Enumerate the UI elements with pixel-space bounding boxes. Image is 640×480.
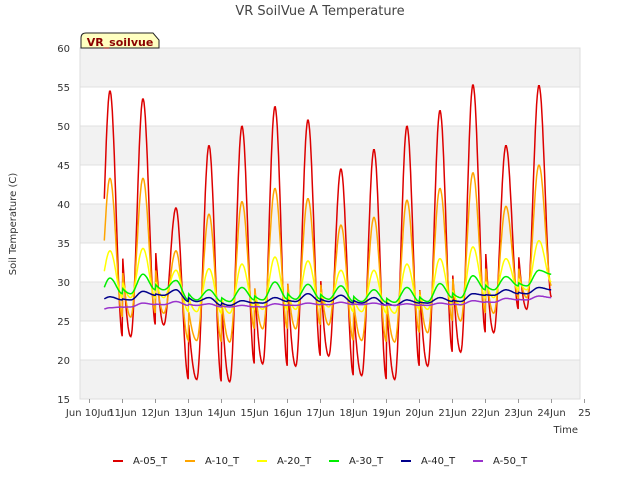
series-lines xyxy=(103,84,552,384)
grid-band xyxy=(80,48,580,87)
x-tick-label: 24Jun xyxy=(537,408,565,419)
x-tick-label: 22Jun xyxy=(471,408,499,419)
grid-band xyxy=(80,165,580,204)
grid-band xyxy=(80,87,580,126)
x-tick-label: 25 xyxy=(578,408,591,419)
y-axis-ticks: 15 20 25 30 35 40 45 50 55 60 xyxy=(57,44,70,406)
y-tick-label: 55 xyxy=(57,83,70,94)
plot-frame xyxy=(79,47,581,400)
legend-label: A-10_T xyxy=(205,456,240,467)
site-badge: VR_soilvue xyxy=(80,32,160,49)
legend-item: A-05_T xyxy=(113,456,168,467)
series-line-a-30-t xyxy=(103,269,552,304)
x-tick-label: 13Jun xyxy=(174,408,202,419)
y-tick-label: 30 xyxy=(57,278,70,289)
grid-band xyxy=(80,360,580,399)
x-axis-label: Time xyxy=(553,425,578,436)
x-tick-label: 19Jun xyxy=(372,408,400,419)
x-tick-label: 18Jun xyxy=(339,408,367,419)
y-tick-label: 15 xyxy=(57,395,70,406)
site-badge-label: VR_soilvue xyxy=(87,36,154,49)
x-tick-label: 21Jun xyxy=(438,408,466,419)
y-tick-label: 45 xyxy=(57,161,70,172)
series-line-a-50-t xyxy=(104,295,552,310)
series-line-a-05-t xyxy=(103,84,552,384)
y-axis-label: Soil Temperature (C) xyxy=(8,173,19,276)
series-line-a-40-t xyxy=(103,286,552,307)
legend-label: A-40_T xyxy=(421,456,456,467)
legend-item: A-30_T xyxy=(329,456,384,467)
legend-item: A-10_T xyxy=(185,456,240,467)
y-tick-label: 40 xyxy=(57,200,70,211)
x-tick-label: 15Jun xyxy=(240,408,268,419)
x-tick-label: 11Jun xyxy=(108,408,136,419)
grid-band xyxy=(80,243,580,282)
x-tick-label: 20Jun xyxy=(405,408,433,419)
grid-band xyxy=(80,204,580,243)
x-tick-label: 17Jun xyxy=(306,408,334,419)
series-line-a-10-t xyxy=(103,164,552,344)
y-tick-label: 50 xyxy=(57,122,70,133)
y-tick-label: 60 xyxy=(57,44,70,55)
x-tick-label: 16Jun xyxy=(273,408,301,419)
chart-title: VR SoilVue A Temperature xyxy=(235,4,404,19)
x-tick-label: 23Jun xyxy=(504,408,532,419)
legend-item: A-40_T xyxy=(401,456,456,467)
x-tick-label: 14Jun xyxy=(207,408,235,419)
series-line-a-20-t xyxy=(103,239,552,315)
y-tick-label: 35 xyxy=(57,239,70,250)
y-tick-label: 25 xyxy=(57,317,70,328)
grid-band xyxy=(80,126,580,165)
legend-item: A-50_T xyxy=(473,456,528,467)
legend-label: A-50_T xyxy=(493,456,528,467)
legend: A-05_T A-10_T A-20_T A-30_T A-40_T A-50_T xyxy=(113,456,528,467)
x-tick-label: Jun 10Jun xyxy=(65,408,113,419)
y-tick-label: 20 xyxy=(57,356,70,367)
x-tick-label: 12Jun xyxy=(141,408,169,419)
legend-label: A-20_T xyxy=(277,456,312,467)
legend-label: A-30_T xyxy=(349,456,384,467)
grid-bands xyxy=(80,47,580,400)
legend-item: A-20_T xyxy=(257,456,312,467)
legend-label: A-05_T xyxy=(133,456,168,467)
